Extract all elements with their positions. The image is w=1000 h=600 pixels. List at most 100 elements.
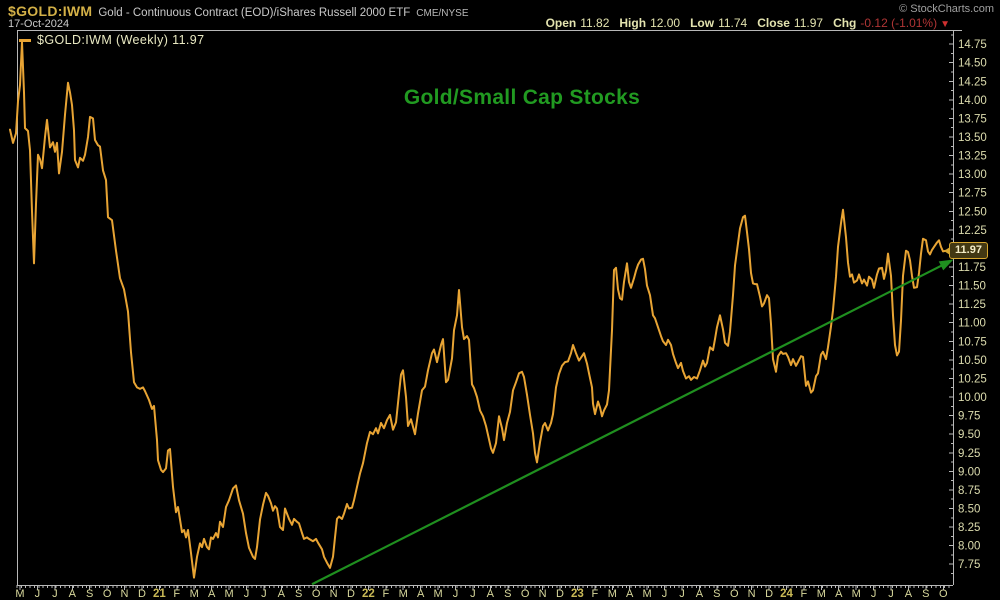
x-axis-month-label: O [103, 588, 112, 600]
chart-date: 17-Oct-2024 [8, 18, 70, 30]
price-line [9, 40, 947, 579]
x-axis-month-label: S [295, 588, 302, 600]
open-value: 11.82 [580, 16, 610, 30]
x-axis-month-label: M [224, 588, 233, 600]
y-axis-label: 13.75 [958, 113, 987, 125]
low-value: 11.74 [718, 16, 748, 30]
y-axis-label: 11.50 [958, 281, 986, 293]
y-axis-label: 11.25 [958, 299, 986, 311]
x-axis-month-label: A [487, 588, 495, 600]
y-axis-label: 9.25 [958, 448, 980, 460]
x-axis-month-label: F [591, 588, 598, 600]
x-axis-month-label: M [643, 588, 652, 600]
y-axis-label: 10.00 [958, 392, 987, 404]
x-axis-month-label: D [347, 588, 355, 600]
x-axis-month-label: A [835, 588, 843, 600]
x-axis-month-label: S [922, 588, 929, 600]
y-axis-label: 9.00 [958, 466, 980, 478]
x-axis-year-label: 24 [780, 588, 793, 600]
x-axis-month-label: A [696, 588, 704, 600]
x-axis-month-label: M [190, 588, 199, 600]
x-axis-month-label: S [504, 588, 511, 600]
x-axis-month-label: A [278, 588, 286, 600]
x-axis-month-label: F [382, 588, 389, 600]
y-axis-label: 12.50 [958, 206, 987, 218]
change-value: -0.12 (-1.01%) [860, 16, 938, 30]
ohlc-readout: Open 11.82 High 12.00 Low 11.74 Close 11.97 Chg -… [546, 16, 950, 30]
x-axis-month-label: J [871, 588, 877, 600]
x-axis-month-label: D [765, 588, 773, 600]
x-axis-month-label: N [539, 588, 547, 600]
chart-header: $GOLD:IWM Gold - Continuous Contract (EOD… [8, 3, 469, 21]
x-axis-month-label: S [86, 588, 93, 600]
x-axis-month-label: F [801, 588, 808, 600]
x-axis-month-label: N [121, 588, 129, 600]
x-axis-month-label: O [730, 588, 739, 600]
y-axis-label: 14.25 [958, 76, 987, 88]
series-legend-label: $GOLD:IWM (Weekly) 11.97 [37, 33, 205, 47]
x-axis-month-label: M [817, 588, 826, 600]
x-axis-month-label: F [173, 588, 180, 600]
x-axis-month-label: M [852, 588, 861, 600]
high-label: High [619, 16, 647, 30]
x-axis-month-label: J [470, 588, 476, 600]
x-axis-month-label: D [138, 588, 146, 600]
x-axis-month-label: A [208, 588, 216, 600]
trend-line [311, 260, 950, 586]
price-label-notch-icon [944, 246, 950, 255]
y-axis-label: 8.00 [958, 541, 980, 553]
x-axis-year-label: 23 [571, 588, 584, 600]
x-axis-month-label: O [312, 588, 321, 600]
x-axis-month-label: A [626, 588, 634, 600]
y-axis-label: 10.75 [958, 336, 987, 348]
high-value: 12.00 [650, 16, 681, 30]
security-description: Gold - Continuous Contract (EOD)/iShares… [98, 7, 411, 19]
x-axis-month-label: M [433, 588, 442, 600]
y-axis-label: 14.00 [958, 95, 987, 107]
open-label: Open [545, 16, 577, 30]
last-price-label: 11.97 [944, 242, 988, 259]
x-axis-month-label: M [15, 588, 24, 600]
down-triangle-icon: ▼ [940, 19, 950, 30]
y-axis-label: 11.00 [958, 318, 986, 330]
x-axis-month-label: M [399, 588, 408, 600]
x-axis-month-label: J [244, 588, 250, 600]
x-axis-month-label: J [679, 588, 685, 600]
change-label: Chg [833, 16, 857, 30]
x-axis-month-label: D [556, 588, 564, 600]
y-axis-label: 8.25 [958, 522, 980, 534]
y-axis-label: 7.75 [958, 559, 980, 571]
y-axis-label: 13.50 [958, 132, 987, 144]
trend-arrowhead-icon [938, 259, 954, 271]
y-axis-label: 12.25 [958, 225, 987, 237]
x-axis-month-label: J [52, 588, 58, 600]
y-axis-label: 13.25 [958, 151, 987, 163]
low-label: Low [690, 16, 715, 30]
last-price-value: 11.97 [955, 244, 982, 256]
x-axis-month-label: M [608, 588, 617, 600]
x-axis-month-label: A [69, 588, 77, 600]
y-axis-label: 14.75 [958, 39, 987, 51]
x-axis-month-label: A [417, 588, 425, 600]
x-axis-month-label: O [939, 588, 948, 600]
x-axis-month-label: N [748, 588, 756, 600]
series-legend: $GOLD:IWM (Weekly) 11.97 [19, 33, 205, 47]
x-axis-year-label: 21 [153, 588, 166, 600]
y-axis-label: 12.75 [958, 188, 987, 200]
y-axis-label: 8.75 [958, 485, 980, 497]
y-axis-label: 10.25 [958, 373, 987, 385]
x-axis-month-label: J [261, 588, 267, 600]
close-value: 11.97 [793, 16, 824, 30]
chart-annotation-title: Gold/Small Cap Stocks [403, 86, 641, 109]
y-axis-label: 13.00 [958, 169, 987, 181]
x-axis-month-label: J [453, 588, 459, 600]
y-axis-label: 9.75 [958, 411, 980, 423]
exchange-label: CME/NYSE [416, 8, 469, 19]
y-axis-label: 11.75 [958, 262, 986, 274]
x-axis-month-label: A [905, 588, 913, 600]
series-color-swatch-icon [19, 38, 31, 42]
y-axis-label: 9.50 [958, 429, 980, 441]
y-axis-label: 10.50 [958, 355, 987, 367]
